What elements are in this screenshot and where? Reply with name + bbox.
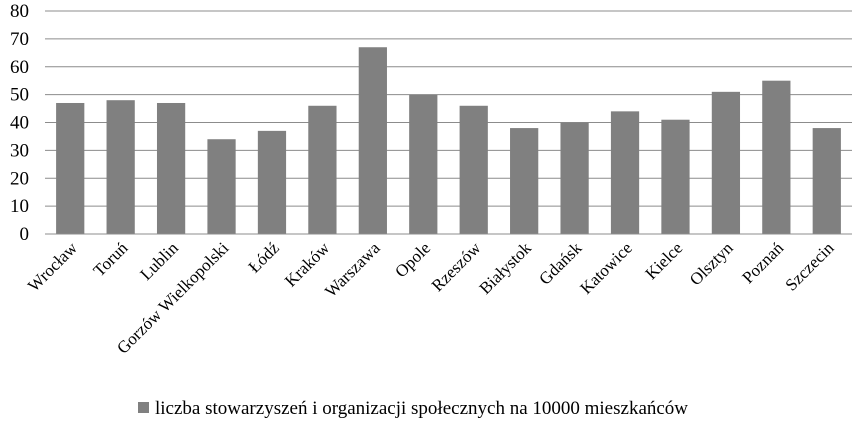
bar xyxy=(156,102,186,234)
x-category-label: Opole xyxy=(391,238,434,281)
x-category-label: Wrocław xyxy=(24,238,82,296)
y-tick-label: 80 xyxy=(10,1,29,22)
bar xyxy=(257,130,287,234)
bar xyxy=(762,80,791,234)
y-tick-label: 20 xyxy=(10,168,29,189)
y-tick-label: 60 xyxy=(10,57,29,78)
bar xyxy=(812,128,841,234)
legend-swatch xyxy=(138,402,149,413)
bars xyxy=(56,47,841,235)
bar xyxy=(661,119,690,234)
x-category-label: Poznań xyxy=(738,238,787,287)
bar xyxy=(56,102,85,234)
x-category-label: Lublin xyxy=(136,238,182,284)
x-category-label: Szczecin xyxy=(781,238,838,295)
bar xyxy=(358,47,387,234)
x-category-label: Olsztyn xyxy=(686,238,737,289)
x-category-label: Warszawa xyxy=(321,238,384,301)
x-category-label: Gdańsk xyxy=(535,238,586,289)
bar xyxy=(409,94,438,234)
y-axis-tick-labels: 0 10 20 30 40 50 60 70 80 xyxy=(10,1,29,245)
bar xyxy=(560,122,589,234)
bar xyxy=(711,91,741,235)
y-tick-label: 10 xyxy=(10,196,29,217)
y-tick-label: 50 xyxy=(10,85,29,106)
x-category-label: Białystok xyxy=(475,238,535,298)
legend: liczba stowarzyszeń i organizacji społec… xyxy=(138,398,688,419)
x-category-label: Kielce xyxy=(641,238,686,283)
bar xyxy=(308,105,337,235)
y-tick-label: 0 xyxy=(20,224,30,245)
y-tick-label: 70 xyxy=(10,29,29,50)
x-category-label: Katowice xyxy=(576,238,635,297)
bar xyxy=(610,111,640,234)
bar xyxy=(207,139,236,234)
bar xyxy=(106,100,135,234)
legend-label: liczba stowarzyszeń i organizacji społec… xyxy=(155,398,688,419)
y-tick-label: 40 xyxy=(10,113,29,134)
bar xyxy=(459,105,488,235)
x-category-label: Toruń xyxy=(90,238,132,280)
y-tick-label: 30 xyxy=(10,140,29,161)
bar xyxy=(510,128,539,234)
x-category-label: Łódź xyxy=(245,238,283,276)
